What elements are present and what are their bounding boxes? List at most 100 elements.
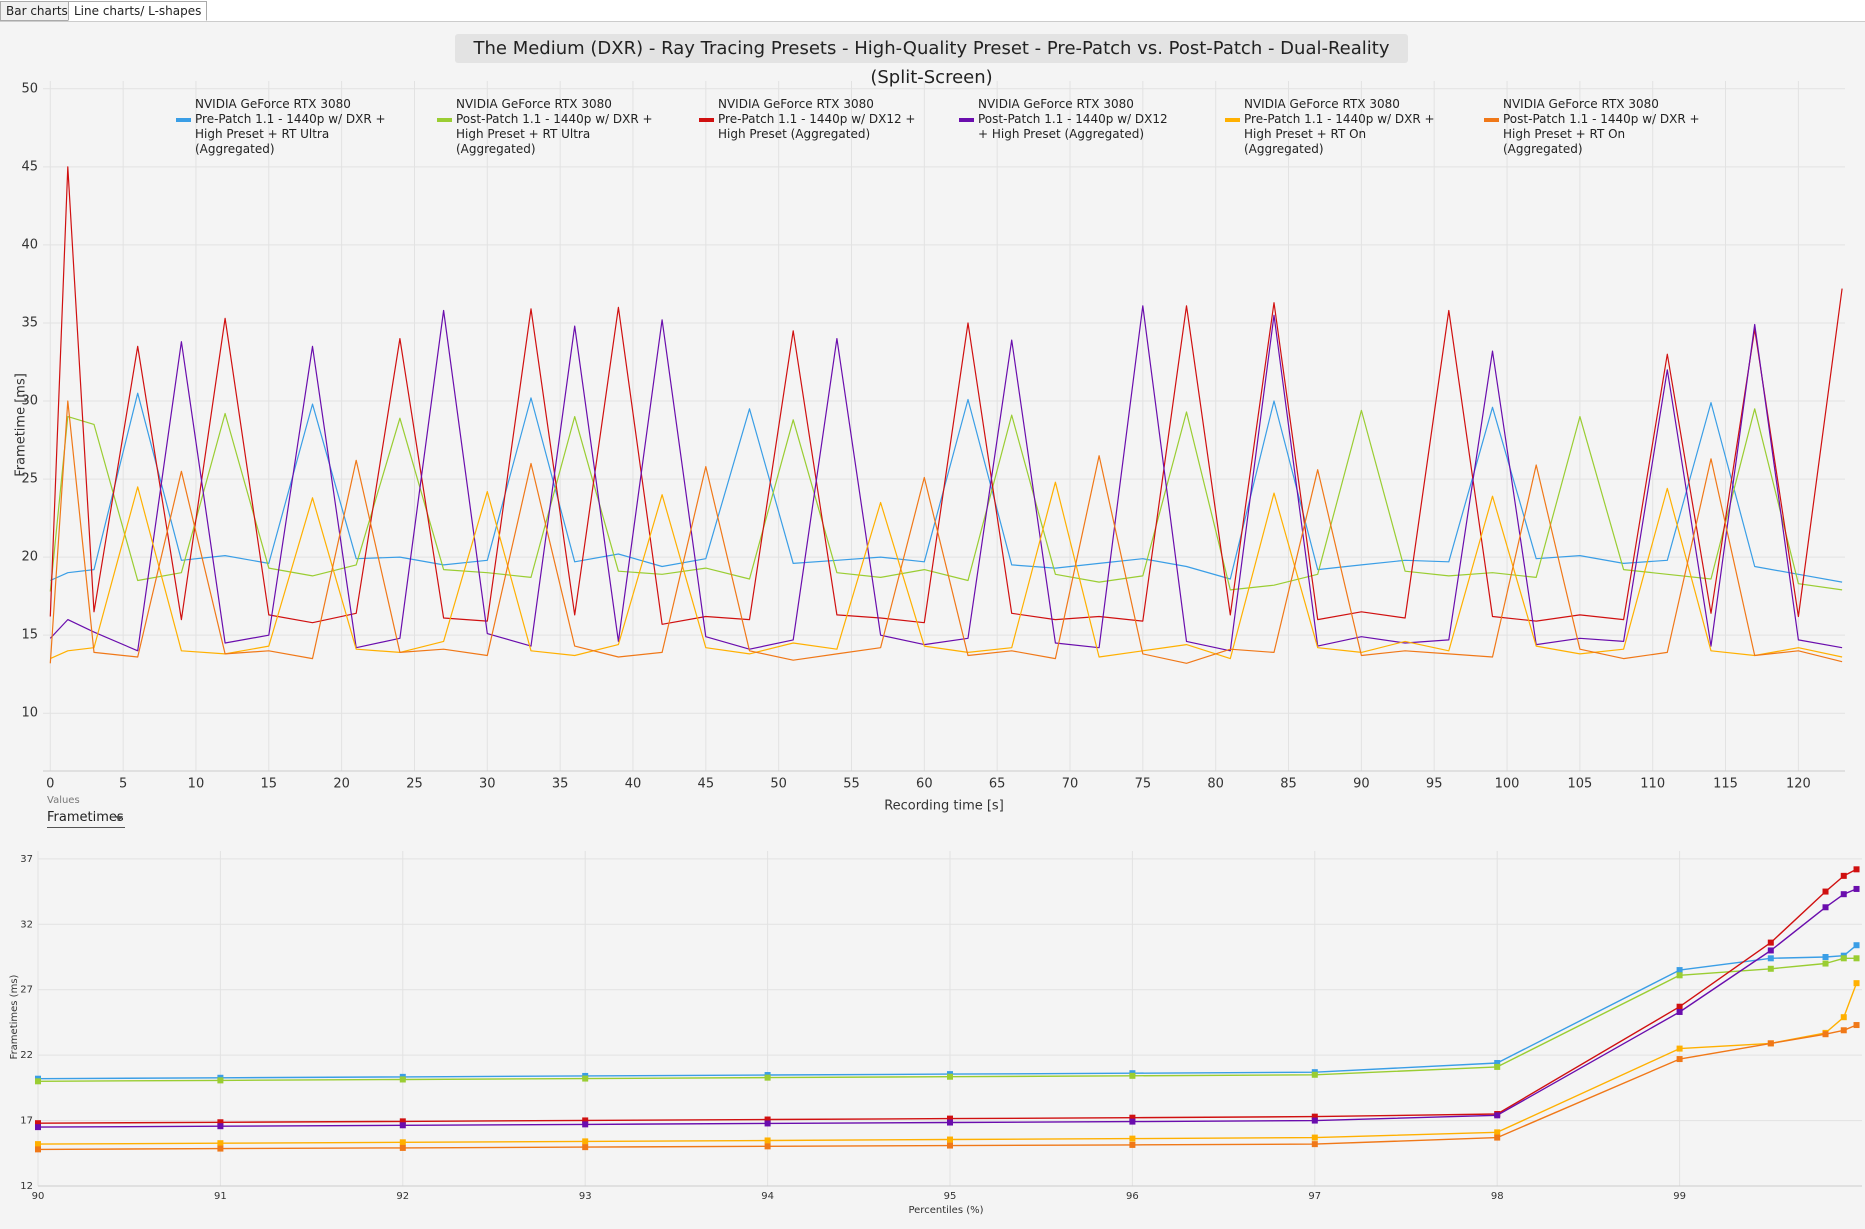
x-tick-label: 10 [188,777,205,792]
point-marker [1494,1129,1501,1136]
point-marker [1494,1063,1501,1070]
point-marker [1853,980,1860,987]
y-tick-label: 50 [21,81,38,96]
series-line [37,868,1857,1124]
chart-title: The Medium (DXR) - Ray Tracing Presets -… [455,34,1408,88]
x-tick-label: 95 [944,1191,957,1202]
point-marker [399,1118,406,1125]
tab[interactable]: Bar charts [0,1,74,21]
x-tick-label: 91 [214,1191,227,1202]
point-marker [399,1139,406,1146]
plot: 12 17 22 27 32 37 90 91 92 93 94 95 96 97 98 99 [20,851,1862,1202]
y-tick-label: 27 [20,985,33,996]
point-marker [1840,1027,1847,1034]
point-marker [582,1144,589,1151]
x-tick-label: 50 [770,777,787,792]
y-tick-label: 20 [21,550,38,565]
x-tick-label: 0 [46,777,54,792]
point-marker [1853,885,1860,892]
point-marker [582,1075,589,1082]
x-tick-label: 96 [1126,1191,1139,1202]
x-tick-label: 60 [916,777,933,792]
values-label: Values [47,795,80,806]
point-marker [1129,1135,1136,1142]
legend-item[interactable]: NVIDIA GeForce RTX 3080 Pre-Patch 1.1 - 1… [1225,97,1443,157]
x-axis-title: Percentiles (%) [908,1205,983,1216]
tab-bar: Bar charts Line charts/ L-shapes [0,0,1865,22]
legend-text: Post-Patch 1.1 - 1440p w/ DX12 + High Pr… [978,112,1168,141]
point-marker [35,1124,41,1131]
x-tick-label: 25 [406,777,423,792]
point-marker [1822,960,1829,967]
point-marker [1853,955,1860,962]
point-marker [764,1120,771,1127]
legend-gpu: NVIDIA GeForce RTX 3080 [978,97,1134,111]
point-marker [1822,888,1829,895]
point-marker [35,1120,41,1127]
plot: 10 15 20 25 30 35 40 45 50 0 5 10 15 20 25 30 35 40 45 50 55… [21,81,1845,792]
point-marker [1311,1134,1318,1141]
x-tick-label: 115 [1713,777,1738,792]
legend-swatch [1484,118,1499,122]
point-marker [1676,967,1683,974]
series-line [37,982,1858,1145]
y-axis-title: Frametimes (ms) [9,974,20,1059]
point-marker [1767,965,1774,972]
legend-gpu: NVIDIA GeForce RTX 3080 [718,97,874,111]
series-line [49,400,1843,664]
point-marker [1840,1014,1847,1021]
point-marker [1767,939,1774,946]
point-marker [1767,955,1774,962]
legend-item[interactable]: NVIDIA GeForce RTX 3080 Post-Patch 1.1 - … [959,97,1177,142]
x-tick-label: 65 [989,777,1006,792]
series-line [37,944,1857,1080]
point-marker [35,1146,41,1153]
legend-gpu: NVIDIA GeForce RTX 3080 [195,97,351,111]
values-dropdown[interactable]: Frametimes [47,809,125,828]
point-marker [1840,955,1847,962]
legend-gpu: NVIDIA GeForce RTX 3080 [1503,97,1659,111]
point-marker [1494,1134,1501,1141]
point-marker [947,1142,953,1149]
x-tick-label: 30 [479,777,496,792]
point-marker [399,1122,406,1129]
legend-swatch [1225,118,1240,122]
legend-item[interactable]: NVIDIA GeForce RTX 3080 Pre-Patch 1.1 - 1… [176,97,394,157]
point-marker [1311,1113,1318,1120]
y-tick-label: 15 [21,628,38,643]
tab[interactable]: Line charts/ L-shapes [68,1,208,21]
legend-text: Post-Patch 1.1 - 1440p w/ DXR + High Pre… [1503,112,1700,156]
legend-item[interactable]: NVIDIA GeForce RTX 3080 Pre-Patch 1.1 - 1… [699,97,917,142]
point-marker [399,1076,406,1083]
point-marker [582,1138,589,1145]
point-marker [1676,1008,1683,1015]
x-axis-title: Recording time [s] [884,799,1004,814]
point-marker [35,1078,41,1085]
point-marker [582,1117,589,1124]
legend-label: Pre-Patch 1.1 - 1440p w/ DX12 + High Pre… [699,112,917,142]
point-marker [1767,947,1774,954]
x-tick-label: 70 [1062,777,1079,792]
x-tick-label: 90 [1353,777,1370,792]
legend-swatch [176,118,191,122]
point-marker [1822,1031,1829,1038]
series-line [37,957,1857,1082]
legend-item[interactable]: NVIDIA GeForce RTX 3080 Post-Patch 1.1 - … [1484,97,1702,157]
point-marker [764,1137,771,1144]
legend-swatch [437,118,452,122]
point-marker [947,1119,953,1126]
series-line [50,392,1843,583]
y-tick-label: 37 [20,854,33,865]
point-marker [217,1119,224,1126]
x-tick-label: 92 [396,1191,409,1202]
x-tick-label: 97 [1308,1191,1321,1202]
x-tick-label: 90 [32,1191,45,1202]
point-marker [1822,953,1829,960]
legend-item[interactable]: NVIDIA GeForce RTX 3080 Post-Patch 1.1 - … [437,97,655,157]
legend-swatch [959,118,974,122]
x-tick-label: 40 [625,777,642,792]
point-marker [1129,1118,1136,1125]
legend-label: Post-Patch 1.1 - 1440p w/ DXR + High Pre… [437,112,655,157]
x-tick-label: 110 [1640,777,1665,792]
